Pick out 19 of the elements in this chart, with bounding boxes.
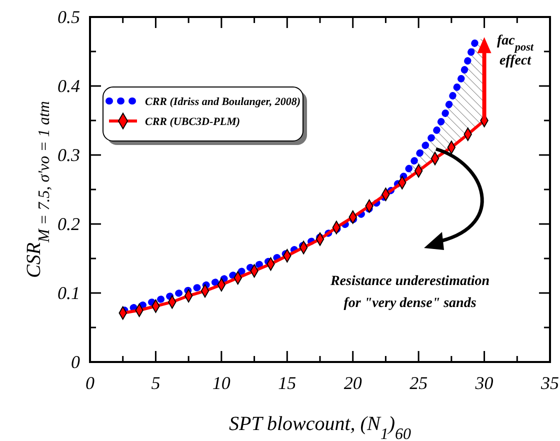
x-tick-label: 10 (212, 372, 230, 393)
x-axis-title: SPT blowcount, (N$_{1}$)$_{60}$ (229, 413, 411, 441)
y-tick-label: 0.1 (58, 282, 80, 303)
x-tick-label: 0 (86, 372, 94, 393)
y-tick-label: 0.3 (58, 144, 80, 165)
x-tick-label: 35 (540, 372, 559, 393)
y-tick-label: 0 (71, 352, 80, 372)
y-tick-label: 0.2 (58, 214, 80, 234)
x-tick-label: 30 (474, 372, 494, 393)
legend-label: CRR (Idriss and Boulanger, 2008) (145, 96, 301, 108)
annotation: Resistance underestimation for "very dense" sands (329, 274, 490, 311)
x-tick-label: 5 (151, 372, 160, 393)
x-tick-label: 20 (344, 372, 362, 393)
annotation: fac$_{post}$ effect (497, 34, 534, 68)
y-tick-label: 0.4 (58, 76, 80, 96)
legend-label: CRR (UBC3D-PLM) (145, 116, 240, 128)
y-tick-label: 0.5 (58, 6, 80, 27)
x-tick-label: 25 (410, 372, 428, 393)
x-tick-label: 15 (278, 372, 296, 393)
